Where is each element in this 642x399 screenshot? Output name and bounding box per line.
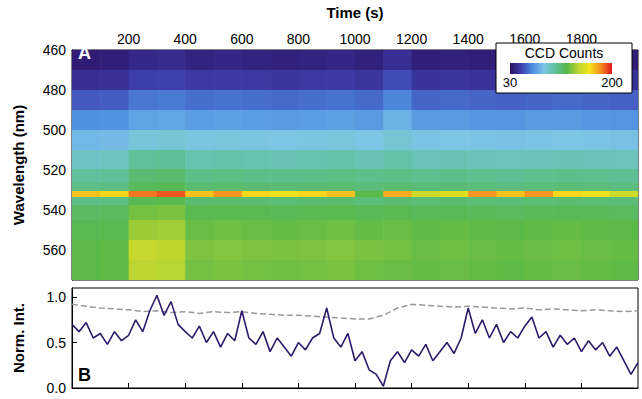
svg-text:A: A — [78, 43, 91, 63]
svg-text:1200: 1200 — [396, 31, 427, 47]
svg-text:200: 200 — [601, 75, 623, 90]
svg-text:30: 30 — [503, 75, 517, 90]
svg-text:Wavelength (nm): Wavelength (nm) — [10, 105, 27, 225]
svg-text:480: 480 — [43, 82, 67, 98]
svg-text:B: B — [78, 365, 91, 385]
svg-text:1000: 1000 — [339, 31, 370, 47]
svg-text:520: 520 — [43, 162, 67, 178]
svg-text:400: 400 — [174, 31, 198, 47]
svg-text:1.0: 1.0 — [47, 289, 67, 305]
svg-text:CCD Counts: CCD Counts — [525, 45, 604, 61]
svg-text:0.0: 0.0 — [47, 380, 67, 396]
svg-text:0.5: 0.5 — [47, 335, 67, 351]
svg-text:Time (s): Time (s) — [326, 4, 383, 21]
svg-text:500: 500 — [43, 122, 67, 138]
svg-text:560: 560 — [43, 242, 67, 258]
svg-text:800: 800 — [287, 31, 311, 47]
svg-text:200: 200 — [117, 31, 141, 47]
svg-text:1600: 1600 — [509, 31, 541, 47]
svg-text:460: 460 — [43, 42, 67, 58]
svg-text:1800: 1800 — [565, 31, 597, 47]
svg-text:540: 540 — [43, 202, 67, 218]
svg-text:Norm. Int.: Norm. Int. — [10, 303, 27, 373]
svg-text:1400: 1400 — [453, 31, 484, 47]
svg-text:600: 600 — [230, 31, 254, 47]
